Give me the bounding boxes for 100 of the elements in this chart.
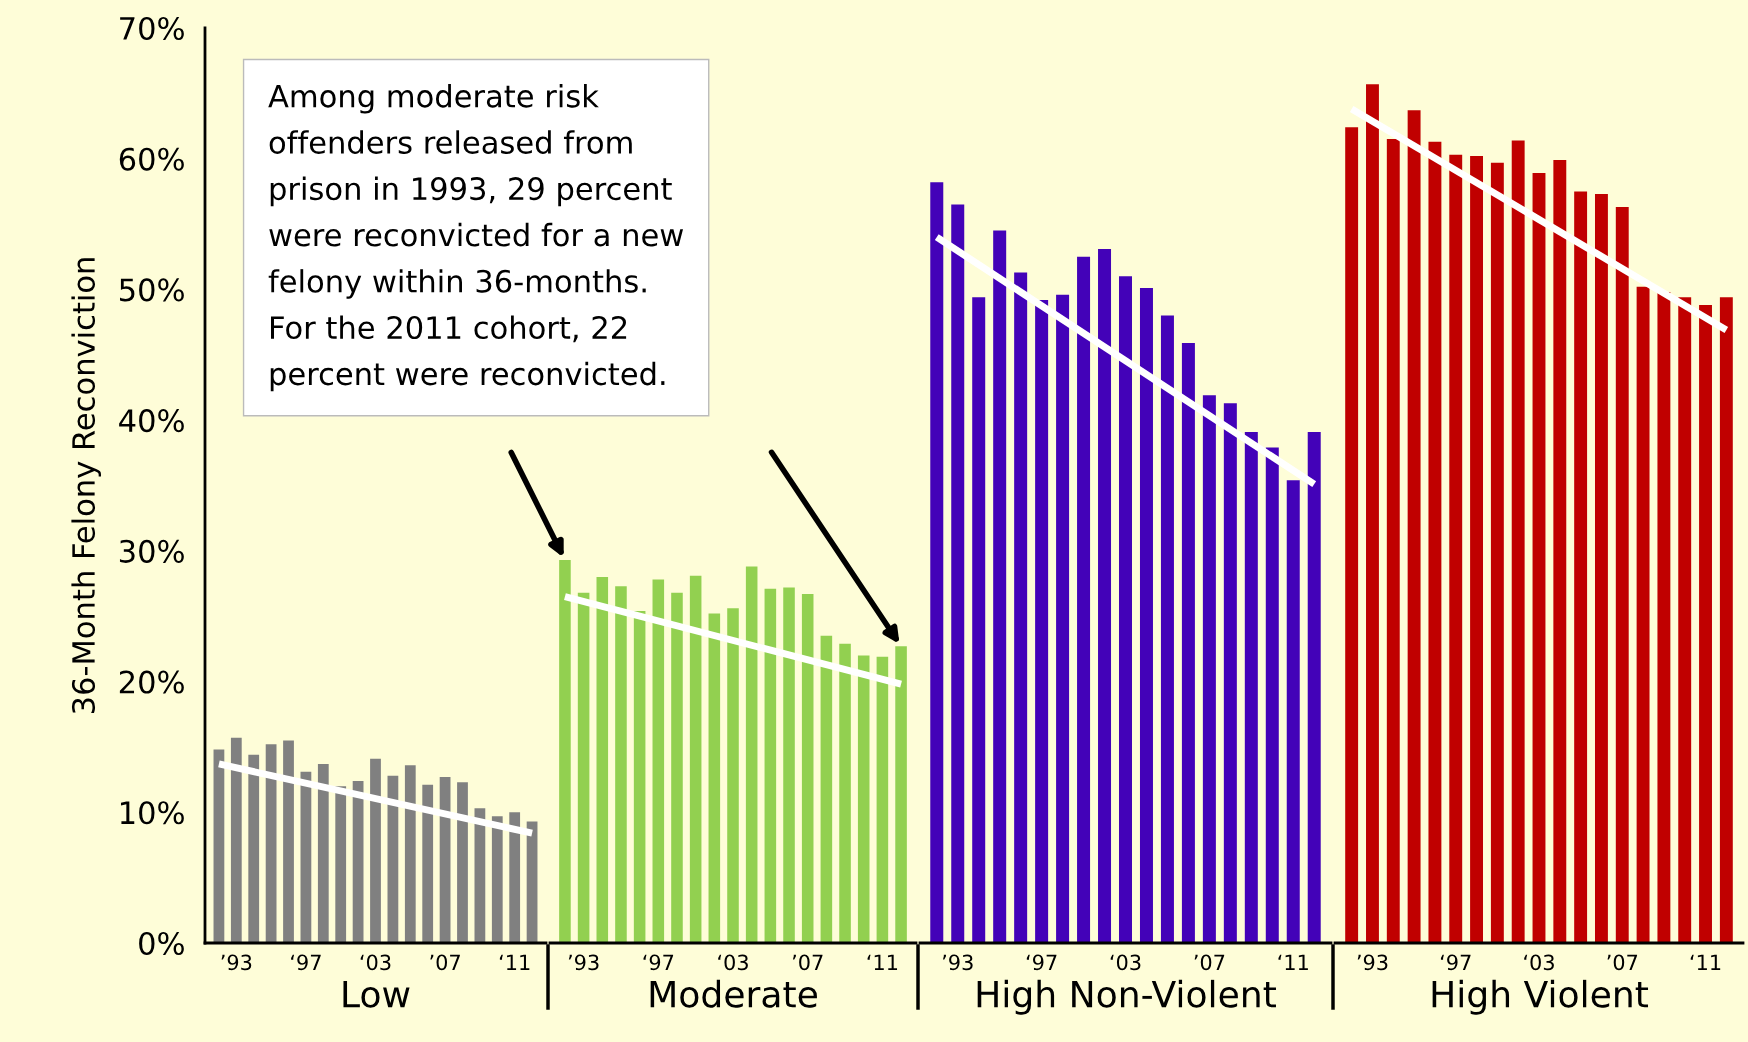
bar [1511, 140, 1525, 943]
x-tick-label: ’07 [792, 954, 823, 971]
x-tick-label: ‘97 [643, 954, 674, 971]
y-tick-label: 60% [119, 147, 184, 171]
bar [457, 782, 468, 943]
x-tick-label: ‘11 [867, 954, 898, 970]
bar [1307, 431, 1321, 943]
bar [895, 646, 907, 943]
bar [559, 560, 571, 943]
bar [213, 749, 225, 943]
bar [474, 808, 486, 943]
bar [491, 816, 503, 943]
x-tick-label: ’07 [1194, 954, 1225, 971]
x-axis-title: High Violent [1432, 979, 1649, 1015]
bar [633, 610, 646, 943]
bar [1035, 299, 1049, 943]
x-tick-label: ‘97 [1440, 954, 1471, 971]
bar [930, 182, 944, 943]
x-tick-label: ‘11 [1278, 954, 1308, 970]
bar [1449, 154, 1463, 943]
bar [993, 230, 1007, 943]
x-axis-title: High Non-Violent [977, 979, 1276, 1015]
x-tick-label: ‘03 [360, 954, 391, 971]
x-tick-label: ’93 [942, 954, 973, 971]
x-axis-title: Moderate [650, 979, 817, 1008]
bar [1595, 194, 1608, 943]
bar [1286, 480, 1300, 943]
bar [230, 737, 242, 943]
bar [820, 635, 833, 943]
y-tick-label: 50% [120, 278, 184, 302]
bar [972, 297, 986, 943]
bar [1181, 343, 1195, 943]
bar [1386, 139, 1400, 943]
bar [1636, 286, 1650, 943]
bar [1407, 110, 1421, 943]
bar [1615, 207, 1629, 943]
bar [1244, 431, 1258, 943]
y-axis-title: 36-Month Felony Reconviction [71, 258, 101, 714]
bar [1553, 160, 1567, 943]
bar [951, 204, 965, 943]
bar [1366, 84, 1379, 943]
bar [764, 588, 777, 943]
annotation: Among moderate risk offenders released from prison in 1993, 29 percent were reconvicted for a new felony within 36-months. For the 2011 cohort, 22 percent were reconvicted. [268, 84, 684, 392]
bar [1490, 162, 1504, 943]
x-tick-label: ’93 [221, 954, 252, 971]
bar [1265, 447, 1279, 943]
bar [370, 758, 381, 943]
bar [283, 740, 294, 943]
bar [876, 656, 889, 943]
x-tick-label: ‘03 [1110, 954, 1141, 971]
bar [1657, 292, 1671, 943]
bar [1119, 276, 1132, 943]
bar [745, 566, 758, 943]
bar [1160, 315, 1174, 943]
y-tick-label: 0% [139, 931, 184, 956]
bar [1678, 297, 1692, 943]
y-tick-label: 20% [119, 670, 184, 694]
x-tick-label: ‘97 [291, 954, 321, 971]
bar [689, 575, 702, 943]
x-tick-label: ’93 [568, 954, 599, 971]
bar [404, 765, 416, 943]
bar [1428, 141, 1442, 943]
bar [577, 592, 590, 943]
bar [317, 763, 329, 943]
bar [839, 643, 851, 943]
bar [652, 579, 665, 943]
bar [509, 812, 521, 943]
bar [1202, 395, 1216, 943]
x-tick-label: ’93 [1357, 954, 1388, 971]
x-tick-label: ‘03 [1524, 954, 1554, 971]
bar [1077, 256, 1091, 943]
bar [1719, 297, 1733, 943]
bar [1532, 173, 1546, 943]
bar [596, 577, 609, 943]
bar [1139, 288, 1153, 943]
bar [335, 786, 347, 943]
bar [801, 593, 814, 943]
bar [1574, 191, 1588, 943]
bar [1223, 403, 1237, 943]
bar [1098, 248, 1112, 943]
x-tick-label: ‘11 [499, 954, 530, 970]
bar [526, 821, 538, 943]
bar [1056, 294, 1070, 943]
y-tick-label: 10% [121, 801, 184, 825]
bar [265, 744, 277, 943]
bar [1699, 305, 1712, 943]
bar [671, 592, 683, 943]
x-tick-label: ‘03 [718, 954, 748, 971]
bar [248, 754, 260, 943]
bar [708, 613, 721, 943]
bar [615, 586, 627, 943]
bar [783, 587, 795, 943]
x-tick-label: ‘97 [1026, 954, 1057, 971]
y-tick-label: 40% [119, 409, 184, 433]
bar [1345, 127, 1359, 943]
bar [857, 655, 870, 943]
x-axis-title: Low [343, 980, 410, 1008]
x-tick-label: ’07 [1607, 954, 1638, 971]
y-tick-label: 30% [119, 539, 184, 563]
x-tick-label: ‘11 [1690, 954, 1721, 970]
